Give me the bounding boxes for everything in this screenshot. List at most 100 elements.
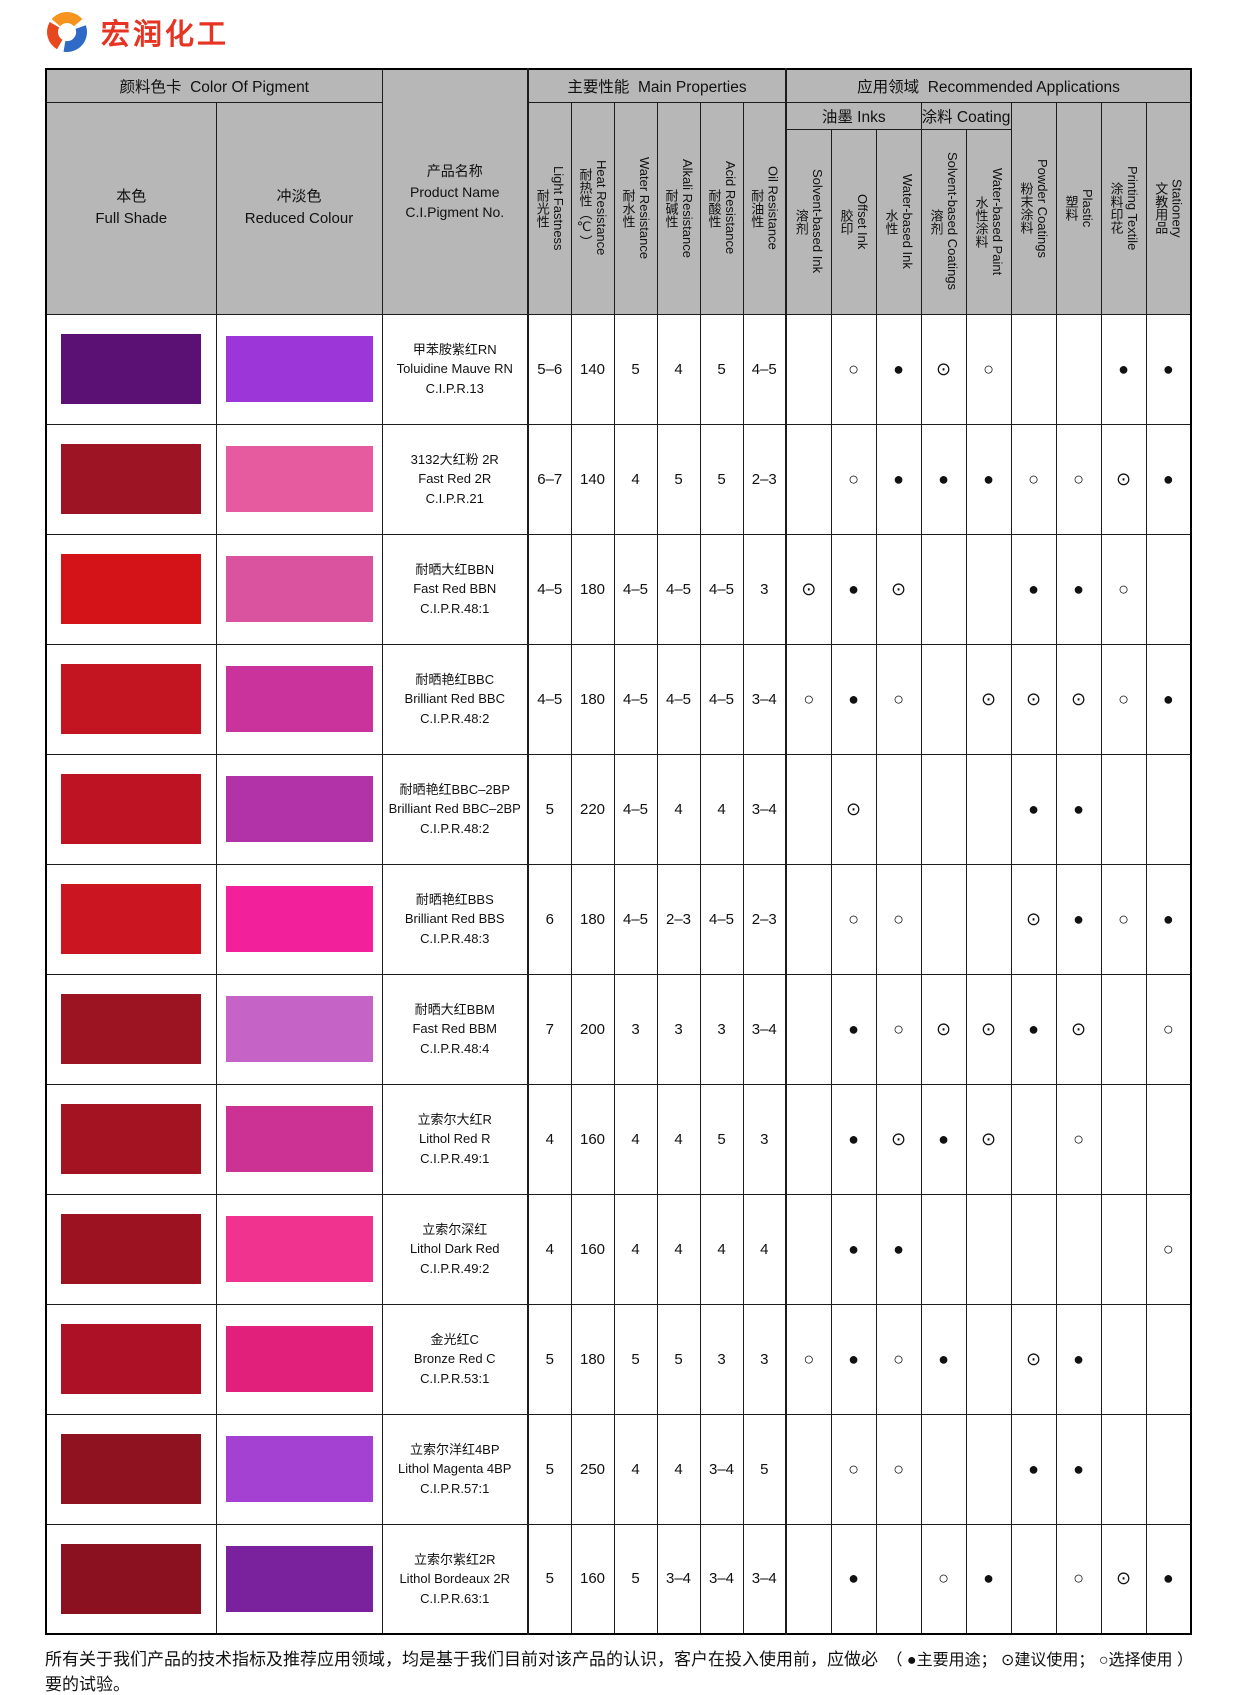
product-name-cell: 耐晒艳红BBC–2BP Brilliant Red BBC–2BP C.I.P.…: [381, 753, 529, 865]
product-name-en: Toluidine Mauve RN: [396, 361, 513, 377]
app-water-based-paint-mark: [965, 1193, 1012, 1305]
reduced-colour-swatch: [225, 996, 373, 1062]
product-name-header: 产品名称 Product Name C.I.Pigment No.: [381, 68, 529, 315]
app-printing-textile-mark: ⊙: [1100, 423, 1147, 535]
water-resistance-value: 4–5: [613, 643, 658, 755]
product-name-zh: 立索尔洋红4BP: [409, 1441, 500, 1457]
pigment-group-header: 颜料色卡 Color Of Pigment: [45, 68, 383, 103]
full-shade-cell: [45, 423, 217, 535]
app-solvent-based-coatings-mark: [920, 533, 967, 645]
heat-resistance-value: 140: [570, 423, 615, 535]
pigment-row: 耐晒艳红BBS Brilliant Red BBS C.I.P.R.48:3 6…: [45, 863, 1192, 975]
acid-resistance-value: 3: [699, 1303, 744, 1415]
app-plastic-mark: ⊙: [1055, 643, 1102, 755]
oil-resistance-value: 3–4: [742, 643, 787, 755]
water-resistance-value: 5: [613, 313, 658, 425]
pigment-color-card-table: 颜料色卡 Color Of Pigment 产品名称 Product Name …: [45, 68, 1192, 1635]
col-header-water-based-ink: 水性 Water-based Ink: [875, 128, 922, 315]
product-name-zh: 立索尔紫红2R: [413, 1551, 496, 1567]
light-fastness-value: 5–6: [527, 313, 572, 425]
app-powder-coatings-mark: ○: [1010, 423, 1057, 535]
heat-resistance-value: 160: [570, 1083, 615, 1195]
app-offset-ink-mark: ⊙: [830, 753, 877, 865]
heat-resistance-value: 180: [570, 643, 615, 755]
oil-resistance-value: 4–5: [742, 313, 787, 425]
product-name-zh: 3132大红粉 2R: [410, 451, 499, 467]
full-shade-swatch: [61, 334, 202, 404]
app-plastic-mark: [1055, 1193, 1102, 1305]
light-fastness-value: 4–5: [527, 533, 572, 645]
product-name-en: Brilliant Red BBC–2BP: [388, 801, 521, 817]
app-water-based-ink-mark: ⊙: [875, 533, 922, 645]
acid-resistance-value: 5: [699, 1083, 744, 1195]
app-stationery-mark: ○: [1145, 973, 1192, 1085]
product-name-cell: 甲苯胺紫红RN Toluidine Mauve RN C.I.P.R.13: [381, 313, 529, 425]
app-solvent-based-ink-mark: [785, 1193, 832, 1305]
app-stationery-mark: ●: [1145, 643, 1192, 755]
app-plastic-mark: ○: [1055, 1083, 1102, 1195]
full-shade-swatch: [61, 884, 202, 954]
pigment-row: 耐晒艳红BBC–2BP Brilliant Red BBC–2BP C.I.P.…: [45, 753, 1192, 865]
col-header-heat-resistance: 耐热性（℃） Heat Resistance: [570, 101, 615, 315]
app-water-based-ink-mark: [875, 1523, 922, 1635]
heat-resistance-value: 140: [570, 313, 615, 425]
ci-pigment-no: C.I.P.R.49:2: [420, 1260, 490, 1276]
product-name-en: Fast Red BBN: [413, 581, 497, 597]
app-stationery-mark: ●: [1145, 313, 1192, 425]
app-powder-coatings-mark: ●: [1010, 973, 1057, 1085]
oil-resistance-value: 3–4: [742, 973, 787, 1085]
heat-resistance-value: 160: [570, 1193, 615, 1305]
app-stationery-mark: [1145, 1413, 1192, 1525]
product-name-cell: 立索尔大红R Lithol Red R C.I.P.R.49:1: [381, 1083, 529, 1195]
app-offset-ink-mark: ●: [830, 1193, 877, 1305]
main-properties-header: 主要性能 Main Properties: [527, 68, 787, 103]
full-shade-swatch: [61, 444, 202, 514]
water-resistance-value: 4: [613, 1413, 658, 1525]
full-shade-swatch: [61, 1434, 202, 1504]
reduced-colour-cell: [215, 533, 383, 645]
product-name-cell: 立索尔紫红2R Lithol Bordeaux 2R C.I.P.R.63:1: [381, 1523, 529, 1635]
alkali-resistance-value: 4: [656, 1193, 701, 1305]
app-solvent-based-ink-mark: [785, 973, 832, 1085]
col-header-solvent-based-ink: 溶剂 Solvent-based Ink: [785, 128, 832, 315]
oil-resistance-value: 3–4: [742, 753, 787, 865]
app-water-based-ink-mark: ●: [875, 1193, 922, 1305]
product-name-header-en: Product Name: [410, 183, 500, 200]
oil-resistance-value: 5: [742, 1413, 787, 1525]
app-printing-textile-mark: ○: [1100, 643, 1147, 755]
app-offset-ink-mark: ○: [830, 423, 877, 535]
water-resistance-value: 4–5: [613, 863, 658, 975]
app-offset-ink-mark: ●: [830, 1083, 877, 1195]
acid-resistance-value: 4–5: [699, 863, 744, 975]
app-water-based-ink-mark: ⊙: [875, 1083, 922, 1195]
full-shade-cell: [45, 643, 217, 755]
water-resistance-value: 4: [613, 423, 658, 535]
reduced-colour-swatch: [225, 886, 373, 952]
light-fastness-value: 5: [527, 1413, 572, 1525]
app-stationery-mark: ●: [1145, 423, 1192, 535]
app-powder-coatings-mark: ●: [1010, 1413, 1057, 1525]
reduced-colour-swatch: [225, 776, 373, 842]
reduced-colour-swatch: [225, 1545, 373, 1612]
product-name-cell: 立索尔深红 Lithol Dark Red C.I.P.R.49:2: [381, 1193, 529, 1305]
app-powder-coatings-mark: ●: [1010, 753, 1057, 865]
ci-pigment-no: C.I.P.R.48:2: [420, 820, 490, 836]
alkali-resistance-value: 4–5: [656, 643, 701, 755]
full-shade-swatch: [61, 554, 202, 624]
heat-resistance-value: 180: [570, 533, 615, 645]
alkali-resistance-value: 3–4: [656, 1523, 701, 1635]
col-header-water-based-paint: 水性涂料 Water-based Paint: [965, 128, 1012, 315]
product-name-en: Lithol Dark Red: [409, 1241, 500, 1257]
full-shade-cell: [45, 753, 217, 865]
app-powder-coatings-mark: ⊙: [1010, 1303, 1057, 1415]
app-printing-textile-mark: [1100, 1083, 1147, 1195]
footer: 所有关于我们产品的技术指标及推荐应用领域，均是基于我们目前对该产品的认识，客户在…: [45, 1645, 1193, 1695]
app-solvent-based-ink-mark: [785, 753, 832, 865]
app-stationery-mark: ●: [1145, 1523, 1192, 1635]
alkali-resistance-value: 4–5: [656, 533, 701, 645]
oil-resistance-value: 3–4: [742, 1523, 787, 1635]
reduced-colour-header-zh: 冲淡色: [276, 187, 322, 205]
app-solvent-based-coatings-mark: ●: [920, 1083, 967, 1195]
ci-pigment-no: C.I.P.R.48:1: [420, 600, 490, 616]
app-printing-textile-mark: ○: [1100, 863, 1147, 975]
